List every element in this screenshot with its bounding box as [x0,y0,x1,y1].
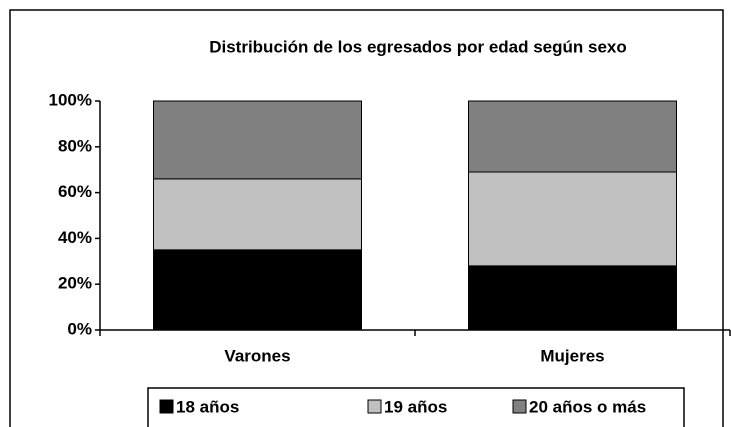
y-tick-label: 20% [58,274,92,293]
chart-title: Distribución de los egresados por edad s… [209,37,627,56]
bar-segment [468,100,677,173]
legend-label: 19 años [384,397,447,416]
legend-label: 20 años o más [529,397,646,416]
y-tick-label: 0% [67,319,92,338]
chart-border [9,9,724,427]
y-tick-label: 80% [58,136,92,155]
legend-label: 18 años [176,397,239,416]
x-tick-label: Mujeres [540,346,604,365]
legend-box [147,387,685,427]
y-tick-label: 100% [49,90,92,109]
bar-segment [468,171,677,267]
legend-swatch [512,399,527,414]
bar-segment [153,249,362,331]
legend-swatch [367,399,382,414]
y-tick-label: 40% [58,228,92,247]
x-tick-label: Varones [224,346,290,365]
bar-segment [153,100,362,180]
legend-swatch [159,399,174,414]
bar-segment [468,265,677,331]
bar-segment [153,178,362,251]
y-tick-label: 60% [58,182,92,201]
